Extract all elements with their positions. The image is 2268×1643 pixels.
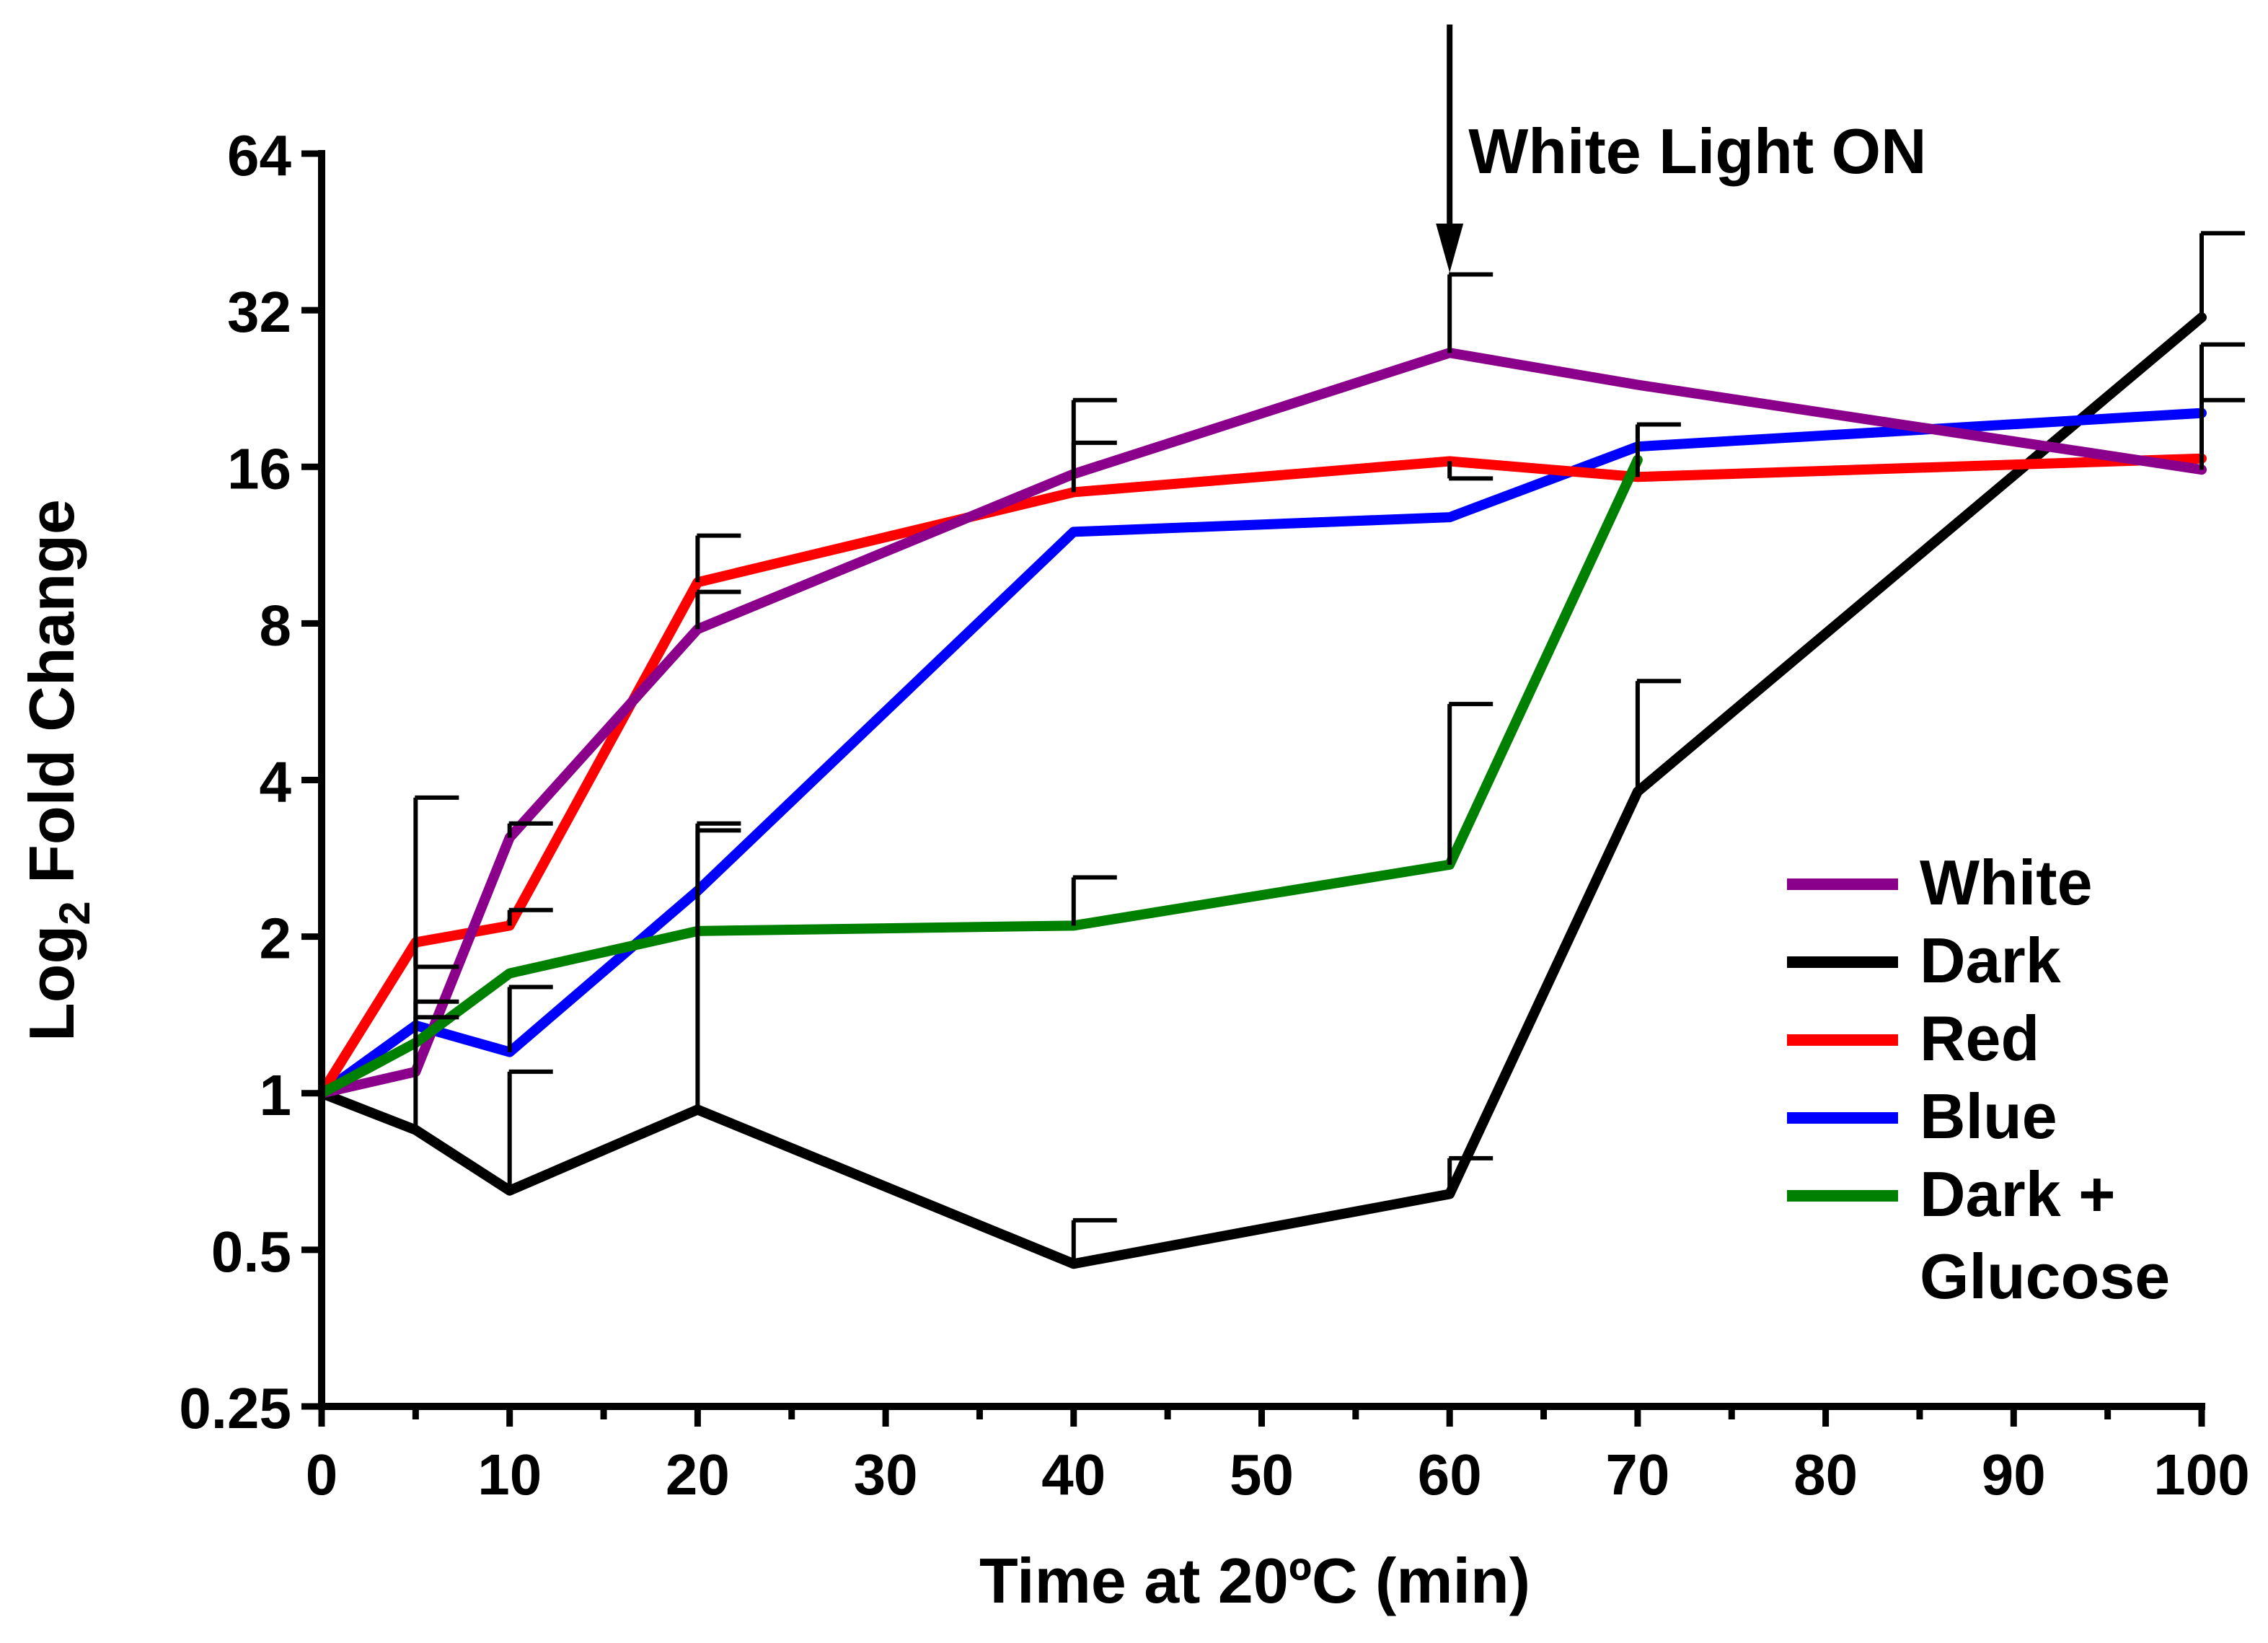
errorbar-layer (413, 231, 2245, 1264)
legend-label-blue: Blue (1920, 1080, 2057, 1152)
legend-label-dark: Dark (1920, 925, 2062, 996)
y-tick-label-1: 1 (260, 1063, 292, 1127)
annotation-text: White Light ON (1468, 115, 1926, 187)
x-axis-label: Time at 20ºC (min) (979, 1545, 1530, 1616)
x-tick-label-20: 20 (666, 1442, 730, 1507)
y-tick-label-0-5: 0.5 (211, 1220, 291, 1284)
x-tick-label-80: 80 (1793, 1442, 1858, 1507)
legend-item-dark-glucose: Dark + Glucose (1787, 1158, 2170, 1312)
plot-area: 0 10 20 30 40 50 60 70 80 90 100 0.25 0.5 1 2 4 8 16 32 64 (179, 123, 2249, 1507)
legend-item-blue: Blue (1787, 1080, 2057, 1152)
series-dark-glucose (317, 454, 1643, 1098)
legend-label-dark-glucose-line2: Glucose (1920, 1241, 2170, 1312)
legend-item-white: White (1787, 847, 2093, 918)
x-tick-label-30: 30 (854, 1442, 918, 1507)
errorbars-dark-glucose (695, 702, 1493, 931)
x-tick-label-70: 70 (1605, 1442, 1669, 1507)
data-point-white-70 (1636, 383, 1639, 387)
data-point-dark-glucose-10 (508, 972, 511, 975)
legend-label-white: White (1920, 847, 2093, 918)
y-axis-label: Log2 Fold Change (16, 499, 99, 1041)
legend-label-dark-glucose: Dark + (1920, 1158, 2116, 1230)
errorbars-red (413, 397, 2245, 969)
series-line-red (317, 453, 2207, 1098)
data-point-blue-60 (1448, 516, 1452, 519)
legend-label-red: Red (1920, 1003, 2039, 1074)
y-tick-label-32: 32 (227, 280, 291, 344)
x-tick-label-60: 60 (1418, 1442, 1482, 1507)
errorbars-blue (413, 985, 553, 1052)
x-tick-label-0: 0 (306, 1442, 338, 1507)
y-tick-label-0-25: 0.25 (179, 1376, 291, 1440)
x-axis-ticks: 0 10 20 30 40 50 60 70 80 90 100 (306, 1406, 2250, 1507)
y-tick-label-64: 64 (227, 123, 291, 188)
data-point-blue-40 (1072, 530, 1075, 534)
white-light-on-annotation: White Light ON (1436, 25, 1927, 273)
annotation-arrow-head (1436, 224, 1464, 273)
y-tick-label-4: 4 (260, 750, 292, 814)
legend-item-red: Red (1787, 1003, 2039, 1074)
y-tick-label-16: 16 (227, 436, 291, 501)
y-tick-label-2: 2 (260, 907, 292, 971)
x-tick-label-100: 100 (2153, 1442, 2249, 1507)
x-tick-label-40: 40 (1041, 1442, 1106, 1507)
x-tick-label-50: 50 (1230, 1442, 1294, 1507)
legend-item-dark: Dark (1787, 925, 2062, 996)
y-axis-ticks: 0.25 0.5 1 2 4 8 16 32 64 (179, 123, 322, 1440)
series-line-dark (317, 312, 2207, 1269)
x-tick-label-90: 90 (1982, 1442, 2046, 1507)
legend: White Dark Red Blue Dark + Glucose (1787, 847, 2170, 1312)
x-tick-label-10: 10 (477, 1442, 542, 1507)
y-tick-label-8: 8 (260, 593, 292, 657)
series-line-dark-glucose (317, 454, 1643, 1098)
